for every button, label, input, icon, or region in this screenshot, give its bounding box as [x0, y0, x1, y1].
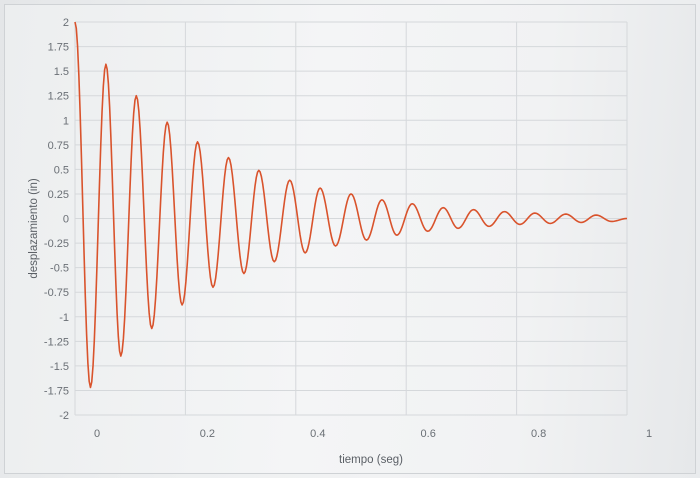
y-tick-label: -1.25 [44, 336, 69, 348]
y-tick-label: 1.75 [48, 42, 69, 54]
y-tick-label: -1.5 [50, 361, 69, 373]
y-tick-label: -0.75 [44, 287, 69, 299]
x-tick-label: 0.4 [310, 428, 325, 440]
y-tick-label: 0.25 [48, 189, 69, 201]
y-axis-ticks: 2 1.75 1.5 1.25 1 0.75 0.5 0.25 0 -0.25 -0.5 -0.75 -… [44, 17, 69, 422]
series-layer [74, 21, 628, 389]
series-line [74, 21, 628, 389]
y-tick-label: 0 [63, 214, 69, 226]
line-chart: 2 1.75 1.5 1.25 1 0.75 0.5 0.25 0 -0.25 -0.5 -0.75 -… [28, 17, 652, 466]
y-tick-label: -0.25 [44, 238, 69, 250]
y-axis-title: desplazamiento (in) [28, 178, 40, 279]
y-tick-label: 0.75 [48, 140, 69, 152]
gridlines [74, 21, 628, 416]
x-tick-label: 1 [646, 428, 652, 440]
chart-area: 2 1.75 1.5 1.25 1 0.75 0.5 0.25 0 -0.25 -0.5 -0.75 -… [4, 4, 696, 474]
x-tick-label: 0.6 [421, 428, 436, 440]
x-axis-ticks: 0 0.2 0.4 0.6 0.8 1 [94, 428, 652, 440]
y-tick-label: 1.5 [54, 66, 69, 78]
x-tick-label: 0 [94, 428, 100, 440]
y-tick-label: -0.5 [50, 263, 69, 275]
x-tick-label: 0.2 [200, 428, 215, 440]
y-tick-label: -1 [59, 312, 69, 324]
y-tick-label: 1.25 [48, 91, 69, 103]
x-tick-label: 0.8 [531, 428, 546, 440]
y-tick-label: 1 [63, 115, 69, 127]
y-tick-label: -2 [59, 410, 69, 422]
y-tick-label: 0.5 [54, 164, 69, 176]
x-axis-title: tiempo (seg) [339, 454, 403, 466]
y-tick-label: 2 [63, 17, 69, 29]
y-tick-label: -1.75 [44, 385, 69, 397]
